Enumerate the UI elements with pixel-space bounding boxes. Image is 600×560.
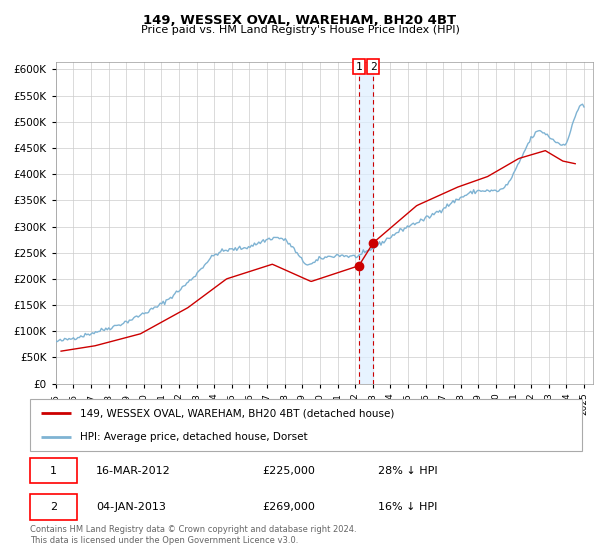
FancyBboxPatch shape: [30, 399, 582, 451]
FancyBboxPatch shape: [30, 458, 77, 483]
Text: £225,000: £225,000: [262, 465, 315, 475]
Text: Contains HM Land Registry data © Crown copyright and database right 2024.
This d: Contains HM Land Registry data © Crown c…: [30, 525, 356, 545]
Text: 149, WESSEX OVAL, WAREHAM, BH20 4BT (detached house): 149, WESSEX OVAL, WAREHAM, BH20 4BT (det…: [80, 408, 394, 418]
Text: 2: 2: [50, 502, 57, 512]
Text: 2: 2: [370, 62, 377, 72]
Text: 28% ↓ HPI: 28% ↓ HPI: [378, 465, 437, 475]
Text: 1: 1: [355, 62, 362, 72]
Text: HPI: Average price, detached house, Dorset: HPI: Average price, detached house, Dors…: [80, 432, 307, 442]
Text: Price paid vs. HM Land Registry's House Price Index (HPI): Price paid vs. HM Land Registry's House …: [140, 25, 460, 35]
Bar: [359, 62, 373, 384]
Text: £269,000: £269,000: [262, 502, 315, 512]
Text: 04-JAN-2013: 04-JAN-2013: [96, 502, 166, 512]
Text: 149, WESSEX OVAL, WAREHAM, BH20 4BT: 149, WESSEX OVAL, WAREHAM, BH20 4BT: [143, 14, 457, 27]
Text: 1: 1: [50, 465, 57, 475]
Text: 16% ↓ HPI: 16% ↓ HPI: [378, 502, 437, 512]
Text: 16-MAR-2012: 16-MAR-2012: [96, 465, 171, 475]
FancyBboxPatch shape: [30, 494, 77, 520]
